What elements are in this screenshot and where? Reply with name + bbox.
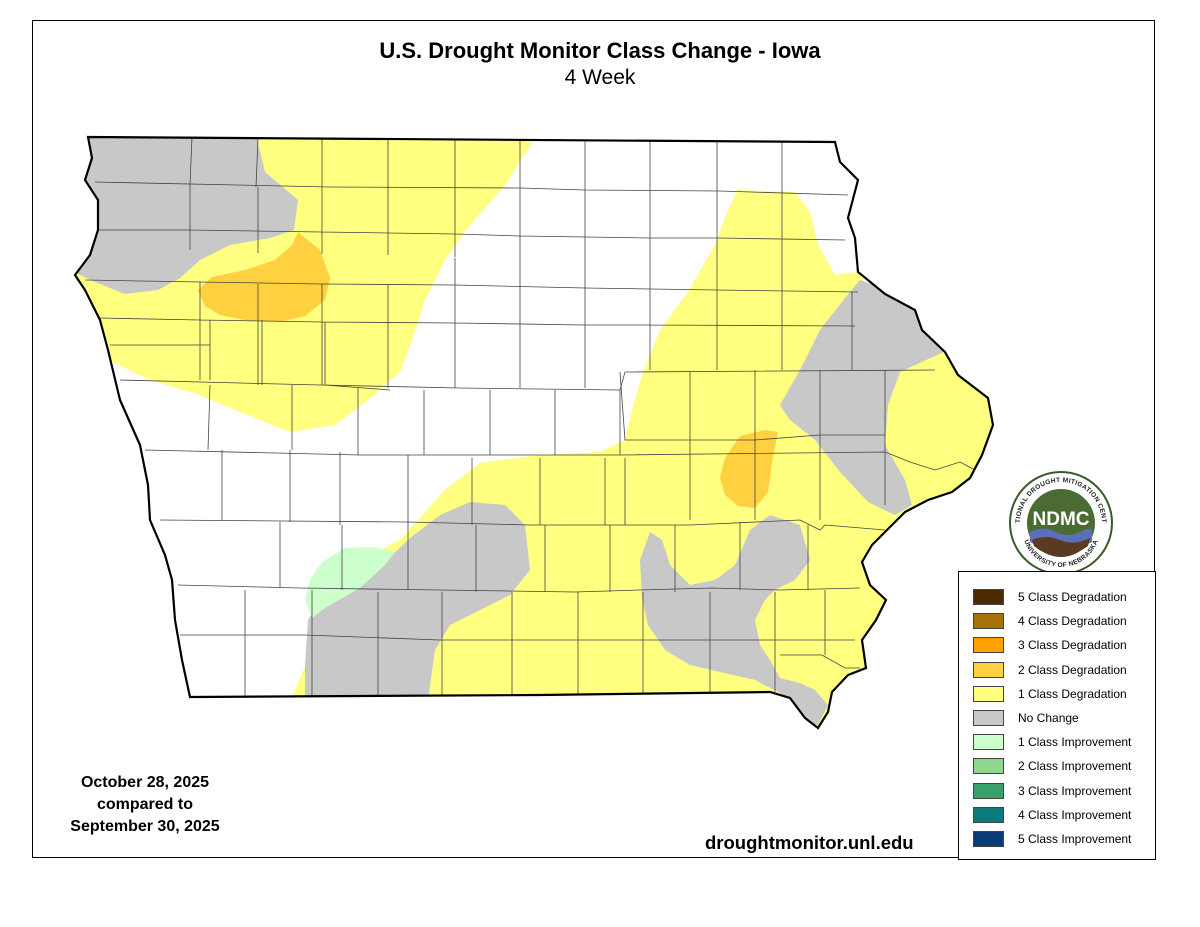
county-boundaries [84, 137, 976, 697]
legend-item: 4 Class Degradation [973, 612, 1127, 630]
legend-label: 3 Class Improvement [1018, 783, 1132, 798]
legend-item: 5 Class Improvement [973, 830, 1131, 848]
legend-swatch [973, 806, 1004, 823]
date-previous: September 30, 2025 [70, 818, 220, 835]
legend-label: 5 Class Degradation [1018, 590, 1127, 604]
legend: 5 Class Degradation 4 Class Degradation 3 … [958, 571, 1156, 860]
legend-swatch [973, 661, 1004, 678]
no-change-area-south-central [305, 502, 530, 705]
no-change-area-northwest [75, 137, 298, 294]
logo-center-text: NDMC [1033, 509, 1090, 530]
legend-label: 2 Class Degradation [1018, 662, 1127, 677]
no-change-area-east [780, 280, 948, 515]
legend-swatch [973, 589, 1004, 605]
legend-label: 1 Class Improvement [1018, 735, 1132, 750]
legend-label: 5 Class Improvement [1018, 832, 1132, 846]
legend-item: No Change [973, 709, 1079, 727]
ndmc-logo: NDMC NATIONAL DROUGHT MITIGATION CENTER … [1008, 470, 1113, 575]
no-change-area-southeast [640, 515, 828, 725]
two-class-degradation-areas [198, 232, 778, 508]
map-title: U.S. Drought Monitor Class Change - Iowa [379, 38, 821, 63]
map-frame [32, 20, 1155, 858]
website-url[interactable]: droughtmonitor.unl.edu [705, 832, 914, 853]
date-compared-to: compared to [96, 796, 193, 813]
legend-swatch [973, 758, 1004, 775]
legend-swatch [973, 685, 1004, 702]
legend-label: 4 Class Degradation [1018, 614, 1127, 629]
legend-item: 5 Class Degradation [973, 588, 1127, 606]
legend-swatch [973, 782, 1004, 799]
no-change-areas [75, 137, 948, 725]
legend-swatch [973, 831, 1004, 847]
date-current: October 28, 2025 [80, 774, 210, 791]
legend-item: 1 Class Improvement [973, 733, 1131, 751]
legend-item: 4 Class Improvement [973, 806, 1131, 824]
legend-item: 3 Class Improvement [973, 782, 1131, 800]
legend-label: 3 Class Degradation [1018, 638, 1127, 653]
logo-soil-wave-icon [1032, 537, 1090, 557]
legend-item: 3 Class Degradation [973, 636, 1127, 654]
legend-label: 4 Class Improvement [1018, 807, 1132, 822]
legend-item: 2 Class Improvement [973, 757, 1131, 775]
legend-label: 2 Class Improvement [1018, 759, 1132, 774]
legend-label: 1 Class Degradation [1018, 686, 1127, 701]
legend-item: 1 Class Degradation [973, 685, 1127, 703]
legend-swatch [973, 637, 1004, 654]
map-subtitle: 4 Week [564, 66, 636, 89]
two-class-area-east [720, 430, 778, 508]
two-class-area-northwest [198, 232, 330, 322]
legend-swatch [973, 734, 1004, 751]
legend-item: 2 Class Degradation [973, 661, 1127, 679]
one-class-improvement-area [305, 547, 395, 618]
legend-label: No Change [1018, 711, 1079, 725]
date-comparison: October 28, 2025 compared to September 3… [50, 772, 240, 838]
iowa-state-outline [73, 135, 995, 730]
legend-swatch [973, 710, 1004, 726]
legend-swatch [973, 613, 1004, 630]
